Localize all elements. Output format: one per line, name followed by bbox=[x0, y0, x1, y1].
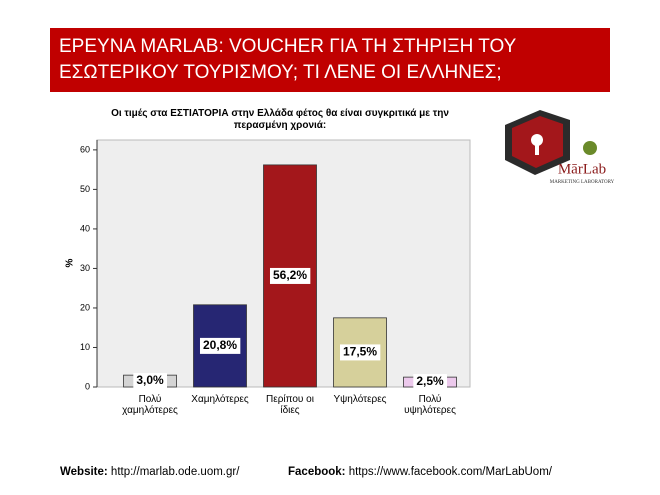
data-label-box bbox=[199, 337, 241, 354]
x-tick-label: Πολύ υψηλότερες bbox=[404, 394, 456, 416]
y-axis-label: % bbox=[65, 258, 76, 267]
website: Website: http://marlab.ode.uom.gr/ bbox=[60, 466, 239, 478]
y-tick-label: 0 bbox=[85, 381, 90, 391]
website-label: Website: bbox=[60, 466, 108, 478]
chart-title-line: Οι τιμές στα ΕΣΤΙΑΤΟΡΙΑ στην Ελλάδα φέτο… bbox=[111, 108, 449, 119]
x-tick-label: Περίπου οι ίδιες bbox=[266, 394, 314, 416]
y-tick-label: 30 bbox=[80, 263, 90, 273]
banner: ΕΡΕΥΝΑ MARLAB: VOUCHER ΓΙΑ ΤΗ ΣΤΗΡΙΞΗ ΤΟ… bbox=[50, 28, 610, 92]
chart-title-line: περασμένη χρονιά: bbox=[233, 120, 327, 131]
x-tick-label: Υψηλότερες bbox=[333, 394, 387, 405]
x-tick-label: Χαμηλότερες bbox=[191, 394, 249, 405]
data-label: 3,0% bbox=[136, 373, 164, 387]
banner-title: ΕΡΕΥΝΑ MARLAB: VOUCHER ΓΙΑ ΤΗ ΣΤΗΡΙΞΗ ΤΟ… bbox=[59, 36, 517, 57]
data-label: 17,5% bbox=[343, 345, 377, 359]
y-tick-label: 10 bbox=[80, 342, 90, 352]
data-label: 56,2% bbox=[273, 268, 307, 282]
logo-name: MārLab bbox=[558, 161, 606, 177]
chart-title: Οι τιμές στα ΕΣΤΙΑΤΟΡΙΑ στην Ελλάδα φέτο… bbox=[90, 108, 470, 132]
data-label: 2,5% bbox=[416, 374, 444, 388]
banner-title: ΕΣΩΤΕΡΙΚΟΥ ΤΟΥΡΙΣΜΟΥ; ΤΙ ΛΕΝΕ ΟΙ ΕΛΛΗΝΕΣ… bbox=[59, 62, 502, 83]
data-label-box bbox=[339, 344, 381, 361]
logo: MārLab MARKETING LABORATORY bbox=[505, 110, 615, 185]
data-label-box bbox=[269, 267, 311, 284]
facebook: Facebook: https://www.facebook.com/MarLa… bbox=[288, 466, 552, 478]
facebook-label: Facebook: bbox=[288, 466, 346, 478]
website-url: http://marlab.ode.uom.gr/ bbox=[110, 466, 240, 478]
x-tick-label: Πολύ χαμηλότερες bbox=[122, 394, 178, 416]
y-tick-label: 60 bbox=[80, 144, 90, 154]
data-label: 20,8% bbox=[203, 338, 237, 352]
y-tick-label: 40 bbox=[80, 223, 90, 233]
data-label-box bbox=[133, 373, 168, 390]
y-tick-label: 20 bbox=[80, 302, 90, 312]
logo-subtitle: MARKETING LABORATORY bbox=[550, 180, 615, 185]
facebook-url: https://www.facebook.com/MarLabUom/ bbox=[348, 466, 552, 478]
data-label-box bbox=[413, 374, 448, 391]
y-tick-label: 50 bbox=[80, 184, 90, 194]
